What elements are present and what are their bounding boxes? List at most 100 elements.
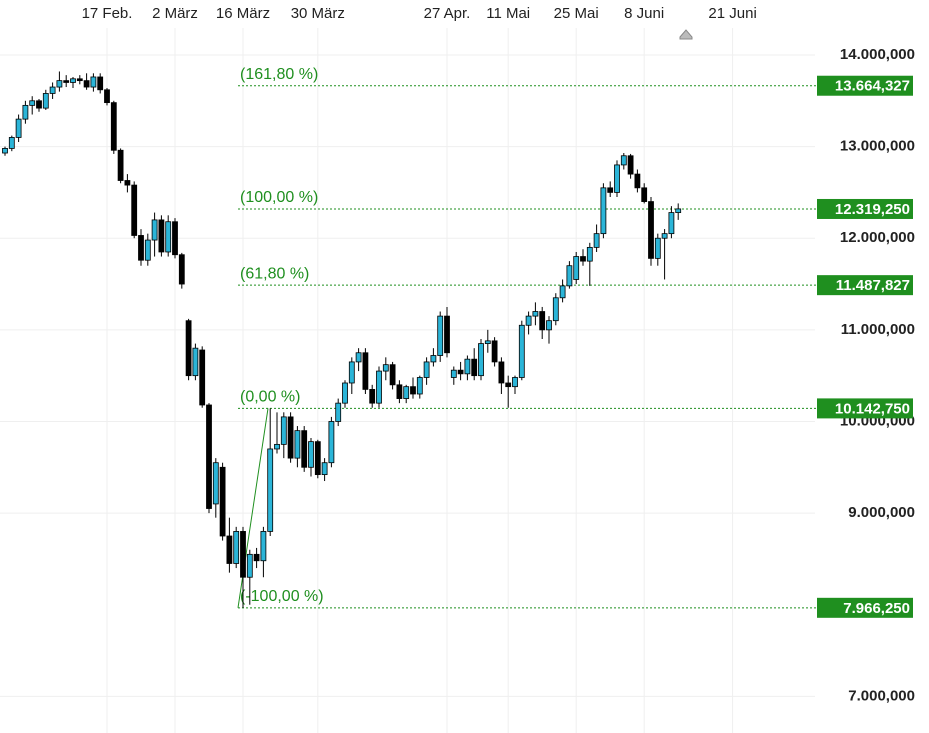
candle-body — [56, 80, 63, 88]
candle-body — [376, 370, 382, 404]
candle-body — [117, 149, 124, 181]
x-tick-label: 8 Juni — [624, 5, 664, 22]
x-tick-label: 11 Mai — [486, 5, 530, 22]
candle-body — [29, 100, 36, 106]
candle-body — [219, 466, 226, 537]
candle-body — [471, 358, 478, 377]
candle-body — [206, 404, 212, 509]
candle-body — [614, 164, 620, 193]
candle-body — [158, 219, 165, 253]
scroll-marker — [679, 29, 693, 40]
candle-body — [403, 386, 410, 399]
candle-body — [423, 361, 430, 378]
candle-body — [151, 219, 158, 241]
candle-body — [389, 364, 396, 386]
candle-body — [620, 155, 627, 166]
candle-body — [627, 155, 634, 175]
candle-body — [369, 389, 376, 404]
fib-value-label: 7.966,250 — [843, 600, 910, 617]
candle-body — [484, 340, 491, 344]
candle-body — [144, 239, 151, 261]
candle-body — [478, 343, 484, 377]
candle-body — [335, 402, 342, 422]
candle-body — [430, 355, 437, 363]
candle-body — [124, 180, 131, 186]
candle-body — [546, 320, 552, 331]
candle-body — [308, 441, 314, 468]
fib-value-box — [817, 198, 913, 219]
candle-body — [586, 246, 593, 262]
fib-value-box — [817, 597, 913, 618]
candle-body — [580, 256, 586, 262]
candle-body — [314, 441, 321, 476]
candle-body — [518, 324, 525, 378]
candle-body — [355, 352, 362, 363]
x-tick-label: 27 Apr. — [424, 5, 471, 22]
candle-body — [49, 86, 56, 94]
candle-body — [178, 254, 185, 285]
candle-body — [104, 89, 110, 104]
candle-body — [416, 377, 423, 395]
candle-body — [444, 315, 450, 354]
candle-body — [573, 256, 580, 280]
fib-value-label: 10.142,750 — [835, 400, 910, 417]
x-tick-label: 17 Feb. — [82, 5, 133, 22]
candle-body — [491, 340, 498, 363]
candle-body — [260, 531, 267, 562]
candle-body — [675, 208, 682, 213]
candle-body — [212, 462, 219, 505]
y-tick-label: 7.000,000 — [848, 687, 915, 704]
y-tick-label: 11.000,000 — [841, 321, 915, 338]
candle-body — [464, 358, 471, 375]
candle-body — [185, 320, 192, 377]
candle-body — [226, 535, 233, 564]
candle-body — [348, 361, 355, 384]
candle-body — [457, 369, 464, 375]
candle-body — [110, 102, 117, 151]
candle-body — [654, 237, 661, 259]
candle-body — [525, 315, 532, 326]
candle-body — [287, 416, 294, 459]
candle-body — [63, 80, 70, 83]
candle-body — [233, 531, 240, 564]
candle-body — [165, 221, 172, 253]
candle-body — [641, 187, 648, 202]
fib-label: (-100,00 %) — [240, 588, 324, 605]
candle-body — [668, 212, 675, 235]
x-tick-label: 16 März — [216, 5, 270, 22]
candle-body — [437, 315, 444, 356]
y-tick-label: 9.000,000 — [848, 504, 915, 521]
candle-body — [253, 553, 260, 562]
fib-value-box — [817, 275, 913, 296]
fib-value-box — [817, 398, 913, 419]
candle-body — [661, 233, 668, 239]
candle-body — [274, 443, 280, 450]
candle-body — [512, 377, 518, 388]
fib-label: (161,80 %) — [240, 66, 318, 83]
candle-body — [532, 311, 539, 317]
y-tick-label: 13.000,000 — [840, 138, 915, 155]
candle-body — [301, 430, 308, 468]
candle-body — [8, 137, 15, 149]
candle-body — [396, 384, 403, 399]
fib-label: (0,00 %) — [240, 389, 300, 406]
candle-body — [267, 448, 274, 532]
fib-label: (100,00 %) — [240, 189, 318, 206]
candle-body — [321, 462, 328, 476]
candle-body — [634, 173, 641, 189]
candle-body — [280, 416, 287, 445]
candle-body — [559, 285, 566, 299]
candle-body — [552, 297, 559, 322]
candle-body — [97, 76, 104, 91]
candle-body — [328, 421, 335, 464]
candle-body — [2, 148, 8, 154]
candle-body — [410, 386, 416, 395]
y-tick-label: 14.000,000 — [840, 46, 915, 63]
candle-body — [382, 364, 389, 372]
candle-body — [83, 80, 90, 88]
candle-body — [76, 78, 83, 82]
fib-value-box — [817, 75, 913, 96]
x-tick-label: 21 Juni — [708, 5, 756, 22]
candle-body — [362, 352, 369, 390]
